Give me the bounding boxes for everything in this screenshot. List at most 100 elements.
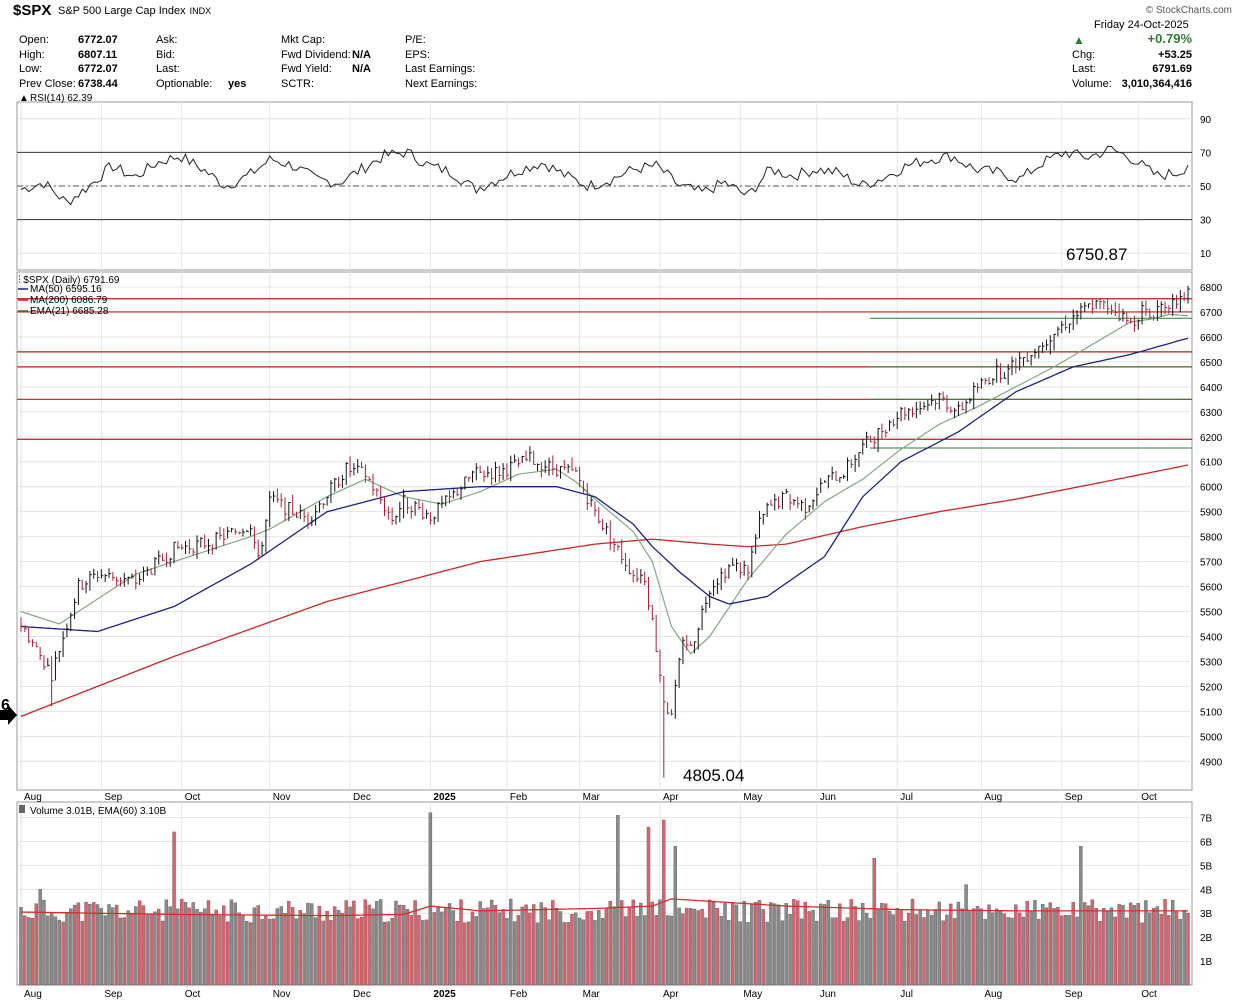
volume-bar	[378, 899, 383, 986]
volume-bar	[283, 913, 287, 986]
volume-bar	[336, 910, 341, 986]
volume-tick-label: 2B	[1200, 933, 1213, 944]
volume-bar	[734, 904, 739, 986]
volume-bar	[57, 919, 61, 986]
quote-value: N/A	[352, 48, 371, 61]
volume-bar	[1052, 908, 1056, 986]
volume-bar	[853, 906, 857, 986]
quote-label: Prev Close:	[19, 77, 76, 90]
volume-bar	[539, 902, 544, 986]
price-tick-label: 5400	[1200, 632, 1223, 643]
month-label: Sep	[104, 792, 122, 803]
volume-bar	[470, 911, 475, 986]
volume-bar	[153, 911, 157, 986]
volume-bar	[746, 922, 750, 986]
volume-bar	[972, 908, 976, 986]
volume-bar	[489, 899, 494, 986]
volume-bar	[535, 922, 540, 986]
volume-bar	[681, 913, 685, 986]
volume-bar	[1033, 900, 1037, 986]
volume-bar	[501, 909, 505, 986]
month-label: Nov	[273, 792, 291, 803]
quote-date: Friday 24-Oct-2025	[1094, 19, 1189, 31]
volume-bar	[995, 908, 999, 986]
volume-bar	[1098, 921, 1102, 986]
volume-value: 3,010,364,416	[1121, 78, 1192, 90]
volume-bar	[310, 903, 314, 986]
volume-bar	[807, 911, 811, 986]
volume-bar	[665, 915, 670, 986]
volume-bar	[46, 915, 50, 986]
month-label: 2025	[433, 989, 456, 1000]
rsi-tick-label: 50	[1200, 182, 1212, 193]
volume-bar	[956, 901, 961, 986]
legend-label: MA(50) 6595.16	[30, 284, 102, 295]
volume-bar	[1121, 904, 1125, 986]
volume-bar	[1148, 912, 1152, 986]
volume-bar	[899, 910, 903, 986]
quote-value: N/A	[352, 63, 371, 75]
volume-bar	[887, 910, 892, 986]
month-label: Feb	[510, 989, 528, 1000]
volume-bar	[620, 900, 624, 986]
volume-bar	[1056, 907, 1060, 986]
volume-bar	[929, 915, 934, 986]
rsi-tick-label: 90	[1200, 115, 1212, 126]
change-value: +53.25	[1158, 49, 1192, 61]
volume-bar	[61, 921, 65, 986]
stockcharts-logo: © StockCharts.com	[1145, 5, 1232, 16]
volume-bar	[753, 902, 758, 986]
volume-bar	[264, 915, 268, 986]
month-label: Mar	[583, 792, 601, 803]
quote-label: High:	[19, 48, 45, 61]
volume-bar	[937, 901, 941, 986]
volume-bar	[417, 915, 421, 986]
symbol-exchange: INDX	[189, 6, 212, 16]
month-label: Jun	[820, 792, 836, 803]
volume-bar	[248, 922, 253, 986]
price-tick-label: 5200	[1200, 682, 1223, 693]
volume-bar	[639, 902, 643, 986]
price-tick-label: 6100	[1200, 458, 1223, 469]
volume-bar	[1090, 899, 1095, 986]
volume-bar	[654, 915, 658, 986]
volume-bar	[302, 913, 306, 986]
volume-bar	[635, 915, 639, 986]
volume-bar	[838, 903, 842, 986]
volume-bar	[796, 900, 800, 986]
volume-bar	[685, 907, 689, 986]
quote-label: Open:	[19, 34, 49, 46]
volume-bar	[884, 903, 888, 986]
volume-bar	[719, 915, 723, 986]
volume-bar	[137, 900, 142, 986]
volume-bar	[803, 901, 808, 986]
volume-bar	[505, 918, 509, 986]
price-tick-label: 6600	[1200, 333, 1223, 344]
volume-bar	[306, 902, 310, 986]
volume-bar	[1086, 905, 1091, 986]
volume-bar	[998, 911, 1003, 986]
rsi-tick-label: 10	[1200, 249, 1212, 260]
symbol-name: S&P 500 Large Cap Index INDX	[58, 5, 211, 17]
volume-bar	[1040, 904, 1045, 986]
legend-label: MA(200) 6086.79	[30, 295, 108, 306]
quote-label: Fwd Dividend:	[281, 48, 351, 61]
volume-bar	[214, 909, 218, 986]
volume-bar	[608, 901, 612, 986]
volume-bar	[183, 902, 188, 986]
legend-label: EMA(21) 6685.28	[30, 306, 109, 317]
volume-bar	[424, 919, 429, 986]
volume-bar	[325, 911, 329, 986]
volume-bar	[658, 899, 662, 986]
volume-bar	[160, 920, 165, 986]
volume-bar	[532, 904, 536, 986]
volume-tick-label: 7B	[1200, 814, 1213, 825]
volume-bar	[317, 905, 322, 986]
volume-bar	[65, 912, 69, 986]
month-label: Sep	[1065, 792, 1083, 803]
volume-bar	[616, 815, 620, 986]
volume-tick-label: 1B	[1200, 957, 1213, 968]
volume-bar	[1159, 914, 1163, 986]
volume-bar	[1060, 915, 1064, 986]
month-label: Oct	[1141, 792, 1157, 803]
